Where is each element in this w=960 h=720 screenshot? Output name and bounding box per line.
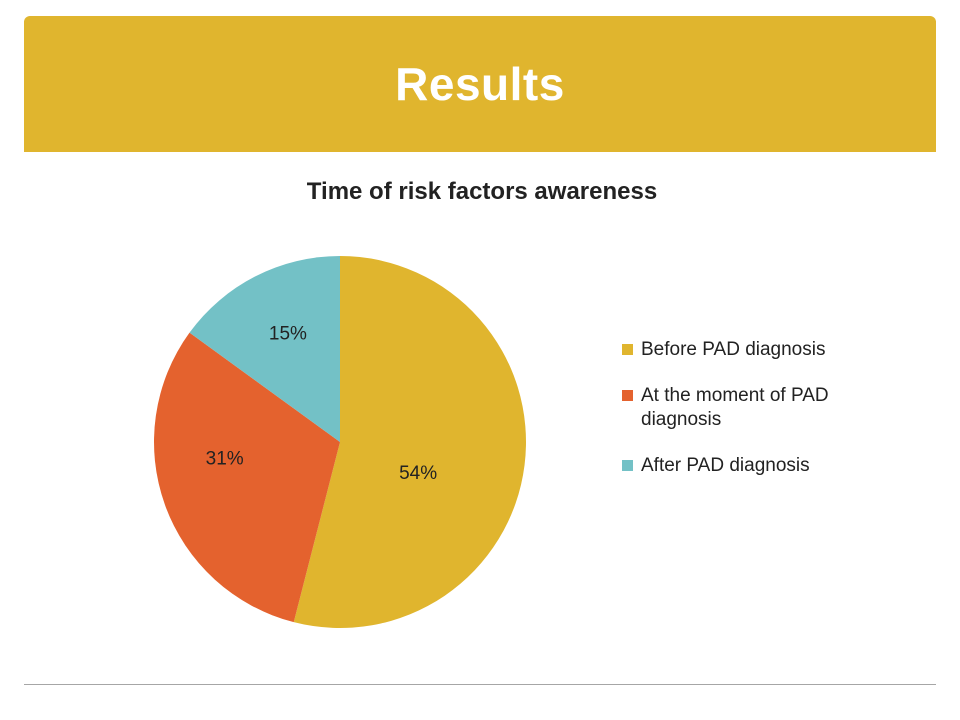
legend-swatch-at-moment	[622, 390, 633, 401]
data-label-at-moment: 31%	[206, 448, 244, 469]
pie-slice-after	[189, 256, 340, 442]
data-label-after: 15%	[269, 324, 307, 345]
pie-slice-at-moment	[154, 332, 340, 623]
slide-title: Results	[395, 58, 565, 110]
chart-title: Time of risk factors awareness	[306, 178, 658, 205]
legend-item-before: Before PAD diagnosis	[622, 338, 922, 362]
data-label-before: 54%	[399, 463, 437, 484]
title-banner: Results	[24, 16, 936, 152]
legend-label-after: After PAD diagnosis	[641, 455, 810, 476]
legend-label-at-moment: At the moment of PAD diagnosis	[641, 385, 829, 430]
legend-item-after: After PAD diagnosis	[622, 454, 922, 478]
legend-label-before: Before PAD diagnosis	[641, 339, 826, 360]
legend-item-at-moment: At the moment of PAD diagnosis	[622, 384, 922, 432]
pie-slice-before	[293, 256, 527, 628]
pie-chart: 54% 31% 15%	[154, 256, 527, 628]
footer-divider	[24, 684, 936, 685]
legend-swatch-before	[622, 344, 633, 355]
legend-swatch-after	[622, 460, 633, 471]
chart-legend: Before PAD diagnosis At the moment of PA…	[622, 338, 922, 500]
